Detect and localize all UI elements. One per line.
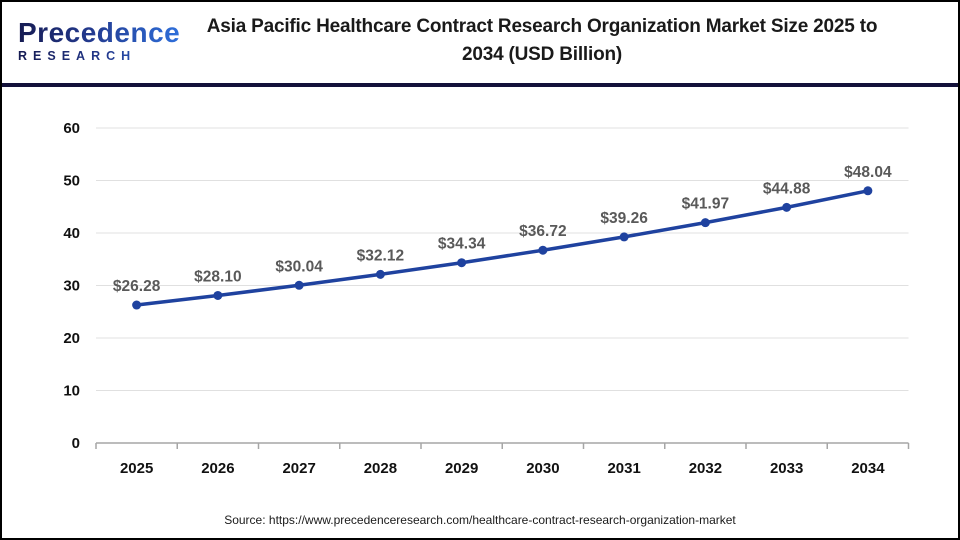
x-axis-tick-label: 2028	[364, 460, 397, 477]
data-point-marker	[782, 202, 792, 212]
y-axis-tick-label: 50	[63, 173, 80, 190]
page-title-line-1: Asia Pacific Healthcare Contract Researc…	[206, 16, 878, 37]
page-title: Asia Pacific Healthcare Contract Researc…	[134, 13, 950, 69]
x-axis-tick-label: 2026	[201, 460, 234, 477]
source-citation: Source: https://www.precedenceresearch.c…	[224, 513, 736, 527]
x-axis-tick-label: 2030	[526, 460, 559, 477]
data-point-label: $30.04	[275, 258, 323, 275]
y-axis-tick-label: 10	[63, 383, 80, 400]
data-point-marker	[213, 290, 223, 300]
x-axis-tick-label: 2032	[689, 460, 722, 477]
data-point-marker	[375, 269, 385, 279]
y-axis-tick-label: 0	[72, 435, 80, 452]
data-point-label: $44.88	[763, 180, 811, 197]
data-point-label: $39.26	[600, 210, 648, 227]
y-axis-tick-label: 20	[63, 330, 80, 347]
data-point-marker	[294, 280, 304, 290]
data-point-marker	[700, 218, 710, 228]
data-point-marker	[457, 258, 467, 268]
data-point-marker	[619, 232, 629, 242]
series-line	[134, 189, 870, 307]
data-point-label: $28.10	[194, 268, 241, 285]
logo-sub-text: RESEARCH	[18, 50, 180, 63]
x-axis-tick-label: 2034	[851, 460, 885, 477]
data-point-marker	[132, 300, 142, 310]
logo-brand-text: Precedence	[18, 17, 181, 48]
page-title-line-2: 2034 (USD Billion)	[461, 44, 623, 65]
y-axis-tick-label: 40	[63, 225, 80, 242]
y-axis-tick-label: 60	[63, 120, 80, 137]
data-point-label: $41.97	[682, 196, 729, 213]
x-axis-tick-label: 2027	[282, 460, 315, 477]
x-axis-tick-label: 2033	[770, 460, 803, 477]
x-axis-tick-label: 2025	[120, 460, 153, 477]
data-point-label: $34.34	[438, 236, 486, 253]
y-axis-tick-label: 30	[63, 278, 80, 295]
data-point-marker	[863, 186, 873, 196]
data-point-label: $32.12	[357, 247, 404, 264]
data-point-label: $36.72	[519, 223, 566, 240]
data-point-label: $26.28	[113, 278, 161, 295]
x-axis-tick-label: 2031	[607, 460, 640, 477]
header: Precedence RESEARCH Asia Pacific Healthc…	[2, 2, 958, 87]
data-point-label: $48.04	[844, 164, 892, 181]
data-point-marker	[538, 245, 548, 255]
x-axis-tick-label: 2029	[445, 460, 478, 477]
precedence-research-logo: Precedence RESEARCH	[18, 19, 180, 63]
